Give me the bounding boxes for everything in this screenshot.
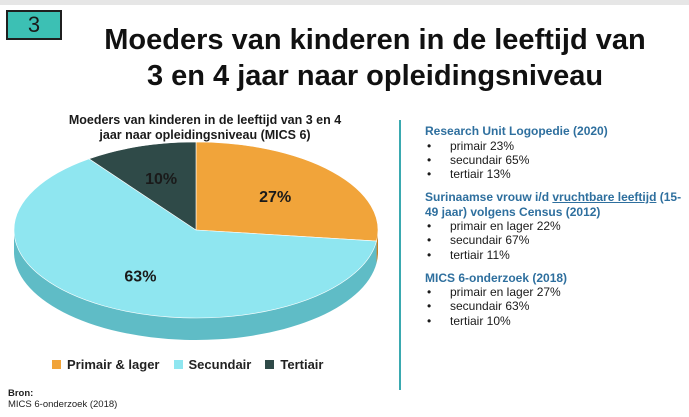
- stats-panel: Research Unit Logopedie (2020) primair 2…: [425, 124, 687, 337]
- stats-block-mics: MICS 6-onderzoek (2018) primair en lager…: [425, 271, 687, 328]
- legend-item-secundair: Secundair: [173, 357, 252, 372]
- list-item: secundair 65%: [425, 153, 687, 167]
- source-note: Bron: MICS 6-onderzoek (2018): [8, 388, 117, 410]
- legend-label-tertiair: Tertiair: [280, 357, 324, 372]
- stats-block-heading: Research Unit Logopedie (2020): [425, 124, 687, 139]
- pie-chart: 27% 63% 10%: [13, 141, 379, 341]
- slide-title-line-1: Moeders van kinderen in de leeftijd van: [104, 24, 646, 56]
- list-item: primair en lager 22%: [425, 219, 687, 233]
- stats-block-census: Surinaamse vrouw i/d vruchtbare leeftijd…: [425, 190, 687, 262]
- stats-block-research-unit: Research Unit Logopedie (2020) primair 2…: [425, 124, 687, 181]
- stats-block-heading: Surinaamse vrouw i/d vruchtbare leeftijd…: [425, 190, 687, 219]
- source-text: MICS 6-onderzoek (2018): [8, 399, 118, 410]
- data-label-primair: 27%: [259, 189, 291, 206]
- pie-side-secundair: [14, 230, 377, 341]
- list-item: tertiair 13%: [425, 167, 687, 181]
- stats-list: primair en lager 27% secundair 63% terti…: [425, 285, 687, 328]
- pie-side-primair: [376, 230, 378, 264]
- list-item: tertiair 11%: [425, 248, 687, 262]
- legend-item-primair: Primair & lager: [52, 357, 160, 372]
- legend-swatch-secundair: [173, 360, 183, 369]
- legend-label-secundair: Secundair: [188, 357, 252, 372]
- heading-text-cont: (15-49 jaar) volgens Census (2012): [425, 190, 682, 219]
- list-item: secundair 67%: [425, 233, 687, 247]
- chart-title: Moeders van kinderen in de leeftijd van …: [40, 113, 370, 143]
- heading-underlined-text: vruchtbare leeftijd: [552, 190, 657, 205]
- heading-text: MICS 6-onderzoek (2018): [425, 270, 568, 285]
- legend-item-tertiair: Tertiair: [265, 357, 323, 372]
- stats-block-heading: MICS 6-onderzoek (2018): [425, 271, 687, 286]
- panel-divider: [399, 120, 401, 390]
- slide-title-line-2: 3 en 4 jaar naar opleidingsniveau: [146, 60, 604, 92]
- slide-title: Moeders van kinderen in de leeftijd van …: [70, 22, 680, 94]
- list-item: primair 23%: [425, 139, 687, 153]
- heading-text: Surinaamse vrouw i/d: [425, 190, 553, 205]
- list-item: secundair 63%: [425, 299, 687, 313]
- list-item: primair en lager 27%: [425, 285, 687, 299]
- pie-slice-tertiair: [88, 141, 197, 231]
- source-label: Bron:: [8, 388, 34, 399]
- chart-title-line-1: Moeders van kinderen in de leeftijd van …: [68, 113, 342, 127]
- heading-text: Research Unit Logopedie (2020): [425, 124, 608, 138]
- top-bar: [0, 0, 689, 5]
- legend-label-primair: Primair & lager: [67, 357, 160, 372]
- chart-legend: Primair & lager Secundair Tertiair: [52, 357, 323, 372]
- pie-slice-secundair: [13, 158, 377, 319]
- data-label-secundair: 63%: [124, 268, 156, 285]
- legend-swatch-primair: [52, 360, 61, 369]
- stats-list: primair 23% secundair 65% tertiair 13%: [425, 139, 687, 182]
- list-item: tertiair 10%: [425, 314, 687, 328]
- slide-number-badge: 3: [6, 10, 62, 40]
- legend-swatch-tertiair: [265, 360, 275, 369]
- chart-title-line-2: jaar naar opleidingsniveau (MICS 6): [99, 128, 311, 142]
- data-label-tertiair: 10%: [145, 171, 177, 188]
- pie-slice-primair: [195, 141, 379, 242]
- stats-list: primair en lager 22% secundair 67% terti…: [425, 219, 687, 262]
